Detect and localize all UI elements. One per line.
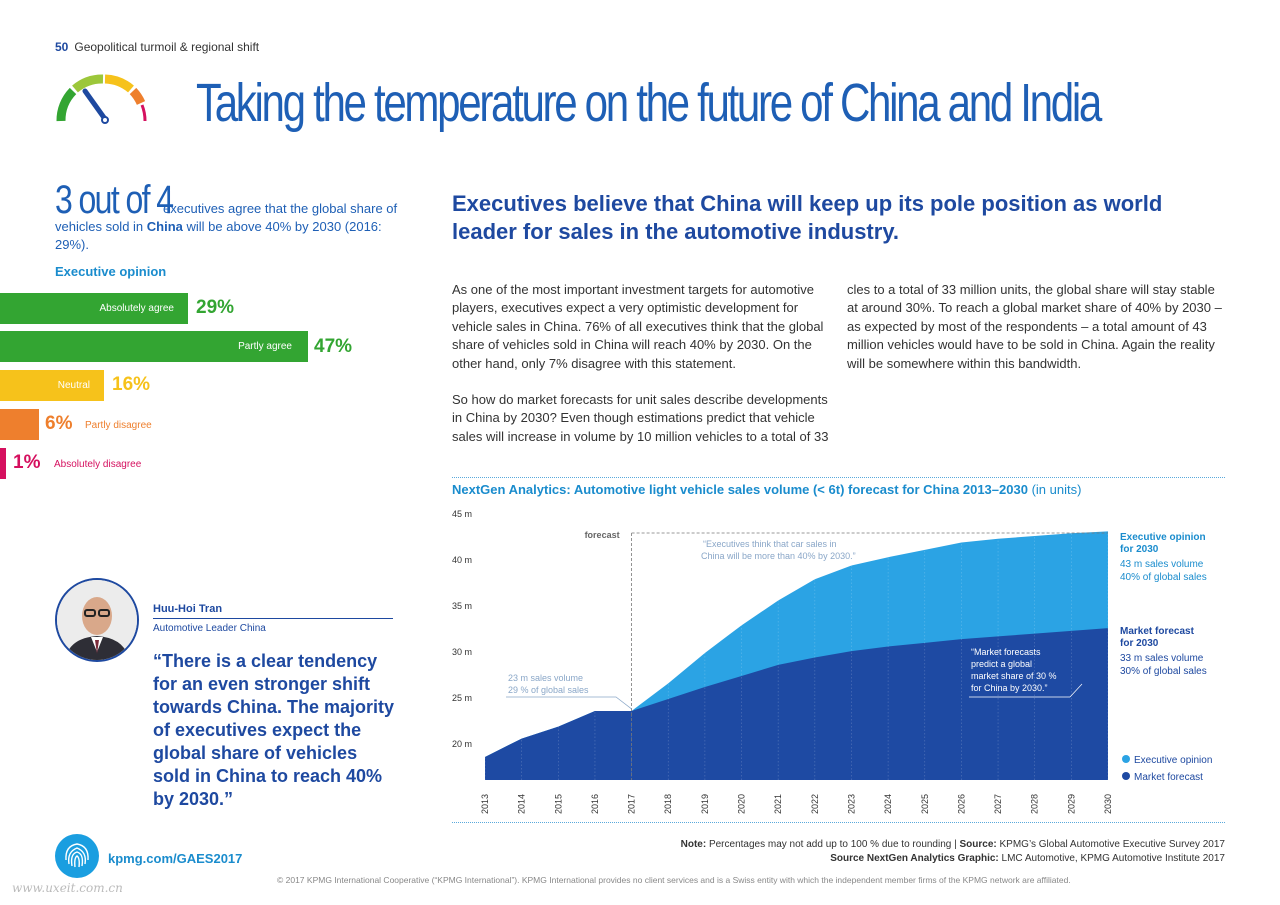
page-title: Taking the temperature on the future of … <box>196 73 1102 133</box>
bar-absolutely-disagree <box>0 448 6 479</box>
x-tick-label: 2026 <box>956 794 966 814</box>
y-tick-label: 40 m <box>452 555 472 565</box>
label-partly-disagree: Partly disagree <box>85 420 152 431</box>
pct-absolutely-agree: 29% <box>196 297 235 318</box>
person-quote: “There is a clear tendency for an even s… <box>153 651 395 809</box>
pct-partly-disagree: 6% <box>45 413 73 434</box>
market-quote-leader <box>1069 683 1083 698</box>
label-absolutely-disagree: Absolutely disagree <box>54 459 142 470</box>
x-tick-label: 2017 <box>627 794 637 814</box>
page-number: 50 <box>55 40 69 54</box>
market-end-title-line2: for 2030 <box>1120 638 1159 649</box>
chart-top-divider <box>452 477 1225 478</box>
bar-partly-disagree <box>0 409 39 440</box>
market-end-line2: 30% of global sales <box>1120 666 1207 677</box>
x-tick-label: 2016 <box>590 794 600 814</box>
bar-neutral: Neutral <box>0 370 104 401</box>
x-tick-label: 2015 <box>553 794 563 814</box>
avatar <box>55 578 139 662</box>
pct-absolutely-disagree: 1% <box>13 452 41 473</box>
x-tick-label: 2020 <box>737 794 747 814</box>
x-tick-label: 2027 <box>993 794 1003 814</box>
y-tick-label: 45 m <box>452 509 472 519</box>
x-tick-label: 2018 <box>663 794 673 814</box>
legend-label: Market forecast <box>1134 772 1203 783</box>
x-tick-label: 2013 <box>480 794 490 814</box>
opinion-title: Executive opinion <box>55 264 167 279</box>
y-tick-label: 20 m <box>452 739 472 749</box>
x-tick-label: 2023 <box>846 794 856 814</box>
forecast-label: forecast <box>585 530 620 540</box>
x-tick-label: 2029 <box>1066 794 1076 814</box>
body-paragraph-1: As one of the most important investment … <box>452 282 824 371</box>
legend-dot <box>1122 772 1130 780</box>
portrait-illustration <box>57 580 137 660</box>
body-column-2: cles to a total of 33 million units, the… <box>847 281 1225 373</box>
market-quote-line: for China by 2030.” <box>971 683 1048 693</box>
exec-end-line1: 43 m sales volume <box>1120 559 1204 570</box>
x-tick-label: 2019 <box>700 794 710 814</box>
sales-forecast-chart: 20 m 25 m 30 m 35 m 40 m 45 m 2013 2014 2015 2016… <box>452 509 1212 814</box>
start-annotation-leader <box>506 696 632 710</box>
source-line: Source NextGen Analytics Graphic: LMC Au… <box>830 853 1225 864</box>
x-tick-label: 2021 <box>773 794 783 814</box>
market-end-title-line1: Market forecast <box>1120 626 1195 637</box>
x-tick-label: 2028 <box>1030 794 1040 814</box>
exec-quote-line1: “Executives think that car sales in <box>703 539 837 549</box>
x-tick-label: 2014 <box>517 794 527 814</box>
chart-title-unit: (in units) <box>1031 482 1082 497</box>
bar-partly-agree: Partly agree <box>0 331 308 362</box>
body-paragraph-2-end: cles to a total of 33 million units, the… <box>847 282 1222 371</box>
x-tick-label: 2025 <box>920 794 930 814</box>
body-column-1: As one of the most important investment … <box>452 281 830 446</box>
bar-absolutely-agree: Absolutely agree <box>0 293 188 324</box>
page-header: 50 Geopolitical turmoil & regional shift <box>55 40 259 54</box>
person-name: Huu-Hoi Tran <box>153 603 223 615</box>
market-quote-line: “Market forecasts <box>971 647 1041 657</box>
x-tick-label: 2030 <box>1103 794 1113 814</box>
chart-bottom-divider <box>452 822 1225 823</box>
exec-end-title-line1: Executive opinion <box>1120 532 1206 543</box>
pct-partly-agree: 47% <box>314 336 353 357</box>
stat-text: executives agree that the global share o… <box>55 201 398 252</box>
legend-dot <box>1122 755 1130 763</box>
url-link[interactable]: kpmg.com/GAES2017 <box>108 851 243 866</box>
exec-end-title-line2: for 2030 <box>1120 544 1159 555</box>
y-tick-label: 30 m <box>452 647 472 657</box>
start-annotation-line2: 29 % of global sales <box>508 685 589 695</box>
name-divider <box>153 618 393 619</box>
section-title: Geopolitical turmoil & regional shift <box>74 40 260 54</box>
big-stat: 3 out of 4 <box>55 178 174 222</box>
fingerprint-icon[interactable] <box>55 834 99 878</box>
area-market-forecast <box>485 628 1108 780</box>
note-line: Note: Percentages may not add up to 100 … <box>680 839 1225 850</box>
gauge-icon <box>56 74 147 124</box>
exec-quote-line2: China will be more than 40% by 2030.” <box>701 551 856 561</box>
exec-end-line2: 40% of global sales <box>1120 572 1207 583</box>
legend-label: Executive opinion <box>1134 755 1212 766</box>
market-quote-line: predict a global <box>971 659 1032 669</box>
person-role: Automotive Leader China <box>153 623 266 634</box>
x-tick-label: 2022 <box>810 794 820 814</box>
y-tick-label: 35 m <box>452 601 472 611</box>
headline: Executives believe that China will keep … <box>452 191 1163 244</box>
copyright: © 2017 KPMG International Cooperative (“… <box>277 875 1071 885</box>
watermark: www.uxeit.com.cn <box>12 881 123 895</box>
chart-title: NextGen Analytics: Automotive light vehi… <box>452 482 1082 497</box>
y-tick-label: 25 m <box>452 693 472 703</box>
market-end-line1: 33 m sales volume <box>1120 653 1204 664</box>
pct-neutral: 16% <box>112 374 151 395</box>
body-paragraph-2-start: So how do market forecasts for unit sale… <box>452 392 829 444</box>
start-annotation-line1: 23 m sales volume <box>508 673 583 683</box>
x-tick-label: 2024 <box>883 794 893 814</box>
market-quote-line: market share of 30 % <box>971 671 1057 681</box>
